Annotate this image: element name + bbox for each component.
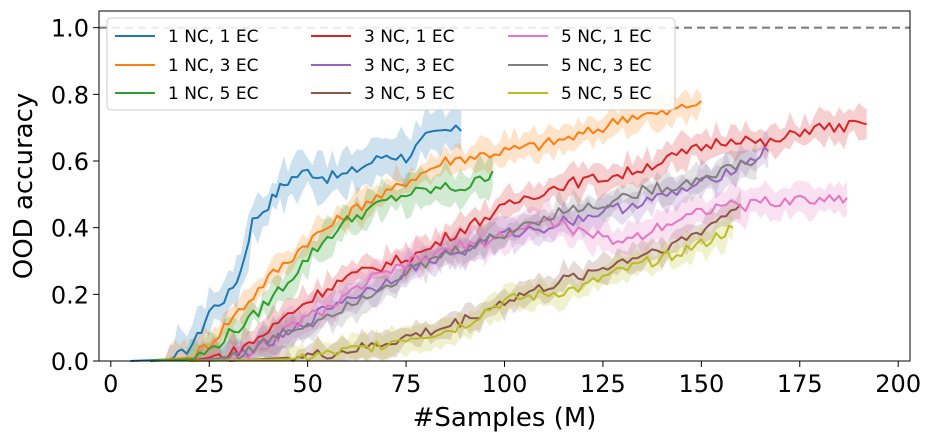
x-tick-label: 125	[580, 370, 626, 398]
series-line-3-nc-1-ec	[189, 119, 867, 362]
y-axis-ticks: 0.0 0.2 0.4 0.6 0.8 1.0	[51, 15, 99, 376]
x-tick-label: 75	[391, 370, 422, 398]
legend-item-1-nc-1-ec: 1 NC, 1 EC	[115, 27, 258, 47]
series-line-5-nc-3-ec	[208, 159, 758, 362]
x-tick-label: 150	[678, 370, 724, 398]
legend-item-5-nc-1-ec: 5 NC, 1 EC	[508, 27, 651, 47]
x-tick-label: 200	[875, 370, 921, 398]
legend-label: 5 NC, 3 EC	[561, 56, 651, 76]
y-tick-label: 0.0	[51, 348, 89, 376]
legend-label: 1 NC, 1 EC	[168, 27, 258, 47]
legend-item-5-nc-3-ec: 5 NC, 3 EC	[508, 56, 651, 76]
y-tick-label: 0.6	[51, 148, 89, 176]
legend-item-5-nc-5-ec: 5 NC, 5 EC	[508, 84, 651, 104]
legend-label: 5 NC, 5 EC	[561, 84, 651, 104]
y-tick-label: 0.8	[51, 81, 89, 109]
x-tick-label: 25	[194, 370, 225, 398]
series-line-5-nc-1-ec	[228, 194, 848, 362]
x-axis-label: #Samples (M)	[413, 403, 597, 433]
series-line-1-nc-3-ec	[150, 100, 702, 362]
band-5-nc-5-ec	[189, 214, 733, 361]
y-tick-label: 0.4	[51, 215, 89, 243]
x-tick-label: 0	[103, 370, 118, 398]
y-tick-label: 0.2	[51, 281, 89, 309]
legend-item-1-nc-3-ec: 1 NC, 3 EC	[115, 56, 258, 76]
y-tick-label: 1.0	[51, 15, 89, 43]
legend-label: 3 NC, 3 EC	[364, 56, 454, 76]
legend-label: 3 NC, 1 EC	[364, 27, 454, 47]
band-1-nc-1-ec	[130, 103, 462, 362]
confidence-bands	[130, 88, 867, 362]
legend-box	[106, 17, 676, 111]
y-axis-label: OOD accuracy	[9, 93, 39, 280]
series-line-1-nc-1-ec	[130, 124, 462, 362]
series-line-5-nc-5-ec	[189, 224, 734, 362]
band-3-nc-1-ec	[189, 102, 867, 362]
legend-item-3-nc-3-ec: 3 NC, 3 EC	[311, 56, 454, 76]
legend: 1 NC, 1 EC 1 NC, 3 EC 1 NC, 5 EC 3 NC, 1 EC…	[106, 17, 676, 111]
x-tick-label: 175	[777, 370, 823, 398]
legend-item-3-nc-1-ec: 3 NC, 1 EC	[311, 27, 454, 47]
band-5-nc-1-ec	[228, 180, 847, 361]
x-tick-label: 50	[292, 370, 323, 398]
band-1-nc-3-ec	[150, 88, 702, 362]
legend-item-3-nc-5-ec: 3 NC, 5 EC	[311, 84, 454, 104]
x-axis-ticks: 0 25 50 75 100 125 150 175 200	[103, 361, 921, 398]
series-line-1-nc-5-ec	[150, 170, 494, 362]
legend-item-1-nc-5-ec: 1 NC, 5 EC	[115, 84, 258, 104]
band-3-nc-3-ec	[189, 131, 769, 361]
legend-label: 1 NC, 3 EC	[168, 56, 258, 76]
legend-label: 1 NC, 5 EC	[168, 84, 258, 104]
series-lines	[130, 100, 867, 362]
x-tick-label: 100	[482, 370, 528, 398]
band-1-nc-5-ec	[150, 152, 493, 361]
legend-label: 5 NC, 1 EC	[561, 27, 651, 47]
legend-label: 3 NC, 5 EC	[364, 84, 454, 104]
